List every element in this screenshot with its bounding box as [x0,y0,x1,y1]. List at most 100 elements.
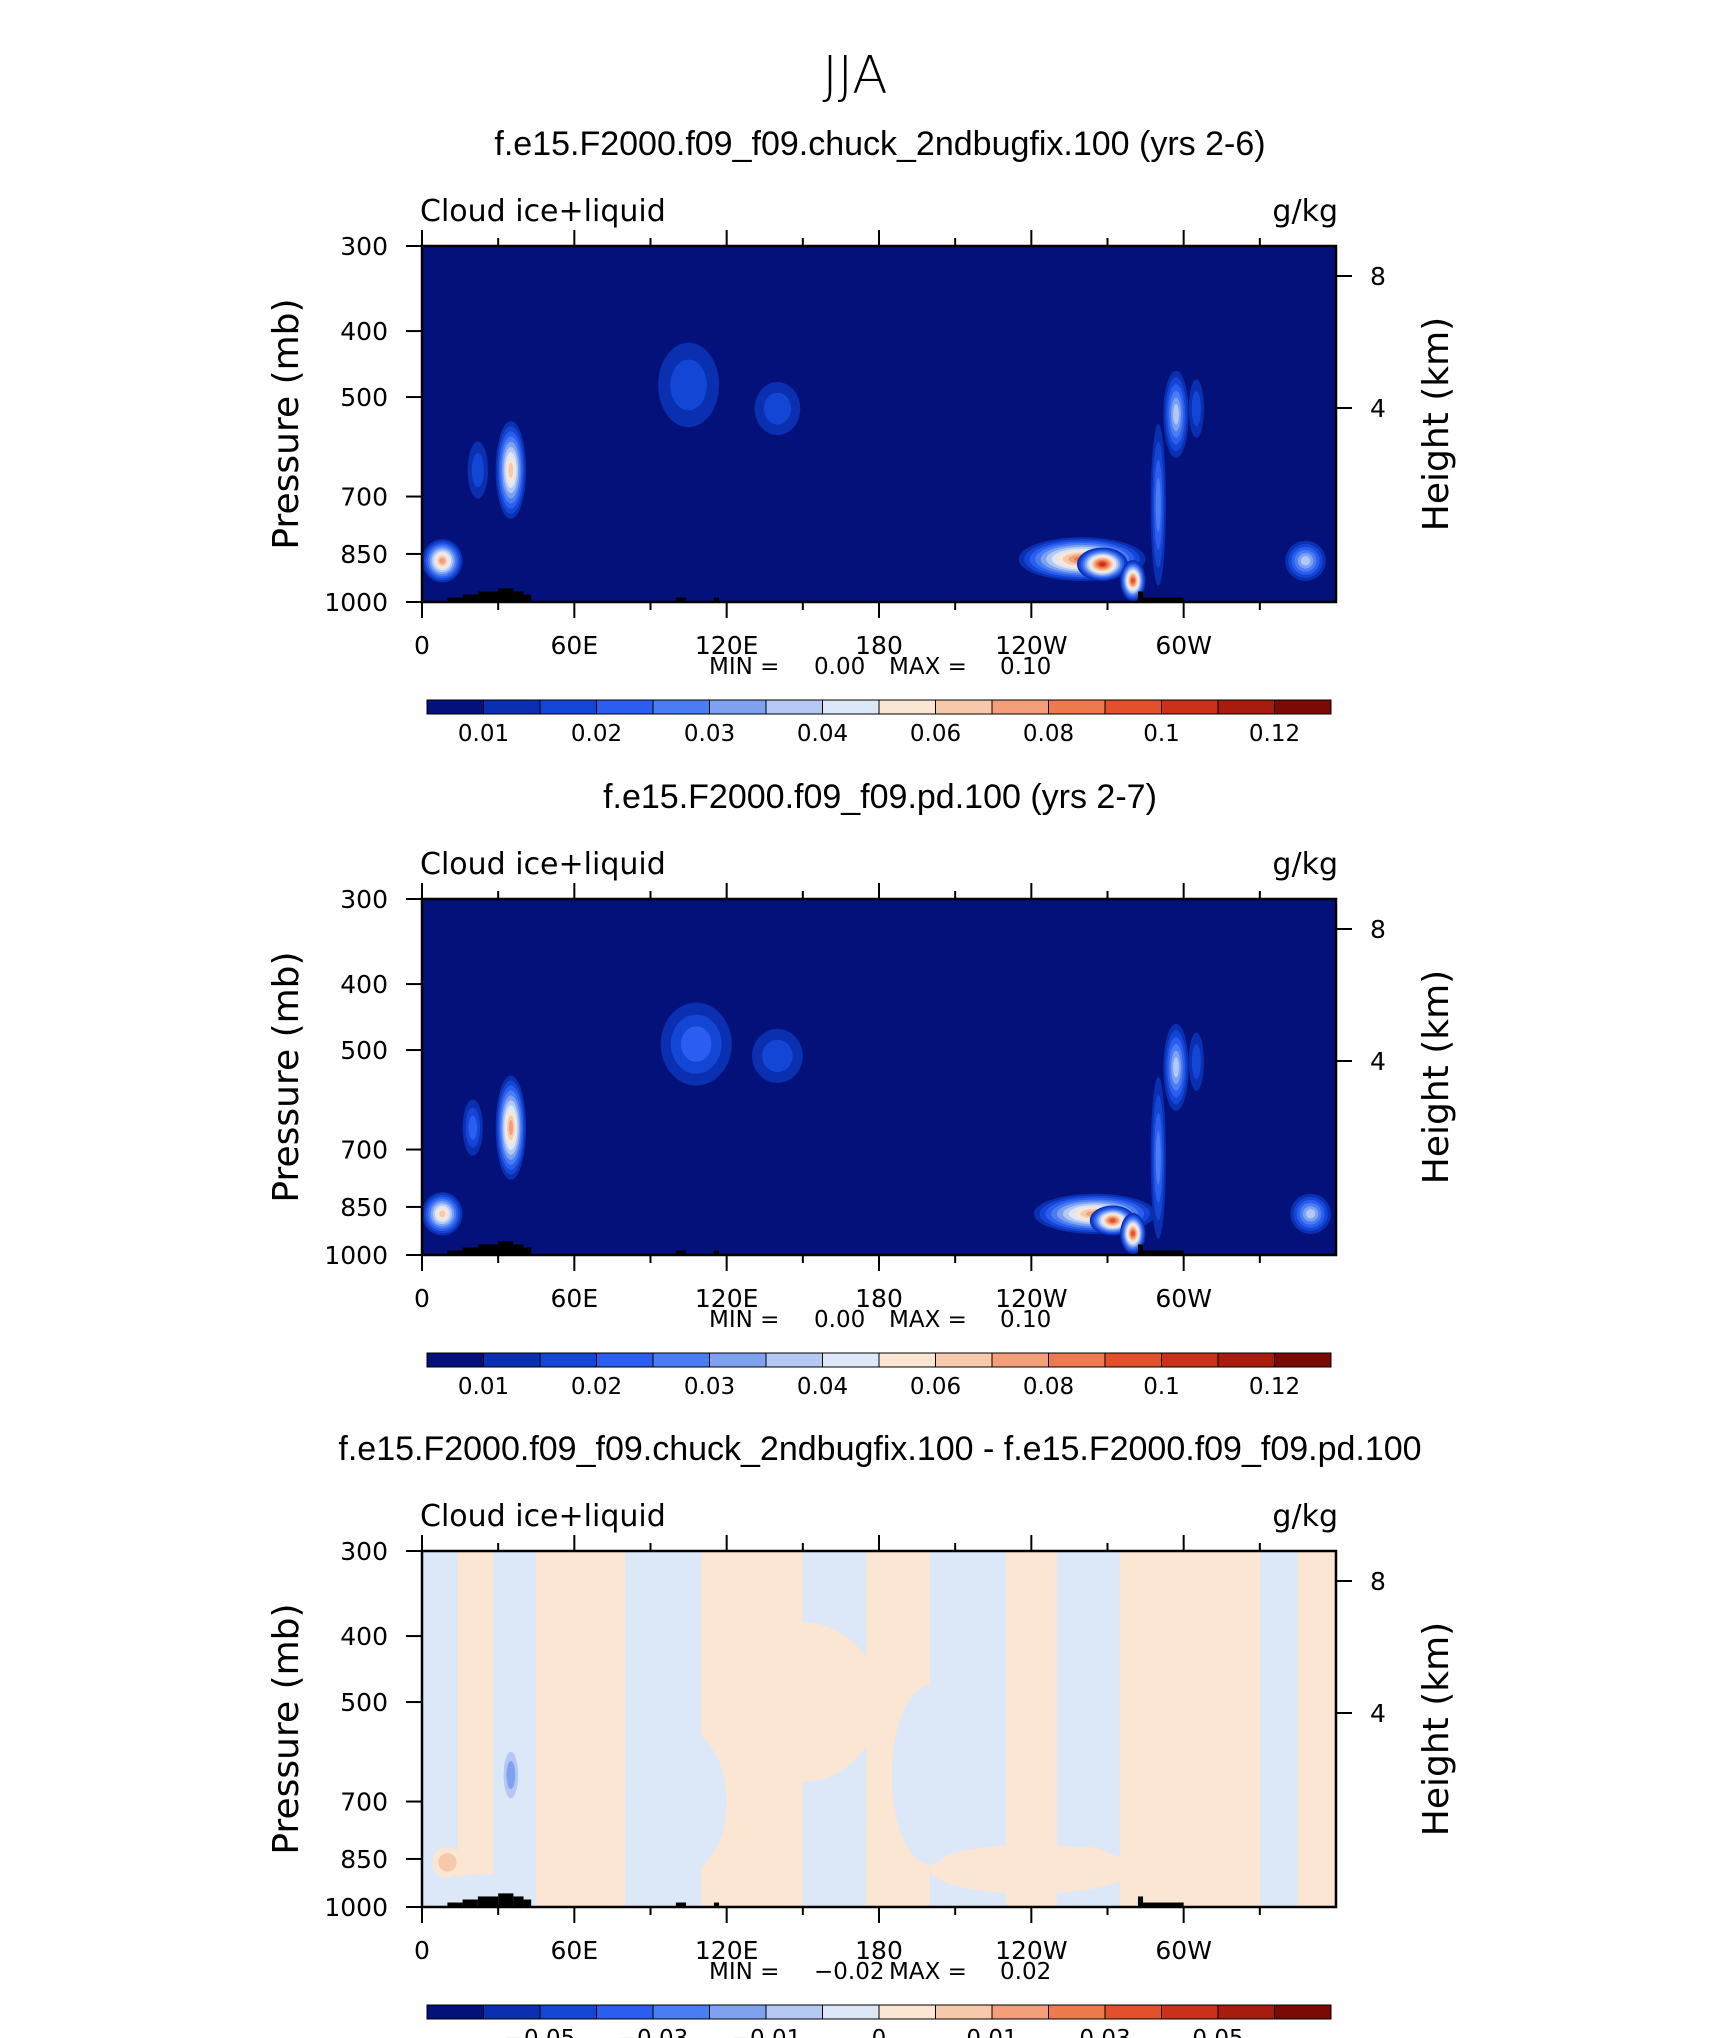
contour-level [1173,404,1179,425]
topography [513,1896,524,1907]
colorbar-label: 0.12 [1249,1374,1300,1400]
colorbar-swatch [483,699,541,715]
x-tick-label: 60E [551,1936,599,1965]
min-label: MIN = [709,1307,779,1333]
colorbar-swatch [1274,1352,1332,1368]
colorbar-swatch [652,2004,710,2020]
y-tick-label: 850 [340,1193,388,1222]
colorbar-swatch [652,1352,710,1368]
colorbar-swatch [1217,1352,1275,1368]
contour-level [762,1039,793,1073]
topography [462,594,478,602]
colorbar-label: 0.01 [458,1374,509,1400]
contour-level [625,1725,727,1878]
y-tick-label: 300 [340,1537,388,1566]
topography [713,1250,720,1255]
units-label: g/kg [1272,194,1338,229]
y-tick-label: 400 [340,970,388,999]
colorbar-swatch [765,1352,823,1368]
x-tick-label: 180 [855,1284,903,1313]
colorbar-swatch [426,1352,484,1368]
colorbar-swatch [539,1352,597,1368]
colorbar-swatch [822,2004,880,2020]
y-tick-label: 400 [340,1622,388,1651]
negative-band [493,1551,537,1907]
topography [462,1247,478,1255]
negative-band [1259,1551,1298,1907]
colorbar-label: 0.1 [1143,1374,1180,1400]
x-tick-label: 60W [1155,1936,1212,1965]
colorbar-swatch [596,1352,654,1368]
units-label: g/kg [1272,847,1338,882]
topography [523,594,532,602]
max-label: MAX = [889,654,967,680]
y-tick-label: 700 [340,483,388,512]
colorbar-label: 0.03 [684,1374,735,1400]
colorbar-swatch [1274,2004,1332,2020]
contour-level [1155,477,1161,532]
colorbar-label: −0.05 [505,2026,575,2038]
contour-level [1099,562,1106,567]
contour-level [1130,578,1135,584]
colorbar-label: −0.03 [618,2026,688,2038]
y-right-axis-title: Height (km) [1416,317,1457,531]
colorbar-swatch [1048,2004,1106,2020]
colorbar-swatch [709,1352,767,1368]
contour-level [471,452,484,488]
x-tick-label: 0 [414,1936,430,1965]
colorbar-swatch [878,1352,936,1368]
y-right-tick-label: 4 [1370,1047,1386,1076]
y-tick-label: 300 [340,885,388,914]
topography [523,1899,532,1907]
colorbar-swatch [652,699,710,715]
contour-level [508,462,514,478]
colorbar-swatch [539,699,597,715]
colorbar-swatch [935,2004,993,2020]
colorbar-label: 0.08 [1023,1374,1074,1400]
colorbar-swatch [1274,699,1332,715]
heatmap-field [422,1551,1336,1907]
colorbar-swatch [1161,2004,1219,2020]
y-tick-label: 1000 [324,1893,388,1922]
variable-label: Cloud ice+liquid [420,1499,666,1534]
colorbar-swatch [483,2004,541,2020]
y-tick-label: 500 [340,1036,388,1065]
topography [1143,1902,1184,1907]
min-value: −0.02 [814,1959,884,1985]
colorbar-label: 0.03 [1079,2026,1130,2038]
contour-level [1305,1209,1316,1219]
variable-label: Cloud ice+liquid [420,194,666,229]
topography [477,591,499,602]
colorbar-swatch [991,699,1049,715]
contour-level [468,1115,478,1140]
max-label: MAX = [889,1959,967,1985]
min-value: 0.00 [814,1307,865,1333]
topography [675,1902,687,1907]
contour-level [1130,1231,1135,1237]
colorbar-label: 0.02 [571,1374,622,1400]
colorbar-swatch [709,699,767,715]
topography [675,597,687,602]
contour-level [1173,1057,1179,1078]
heatmap-field [422,899,1336,1255]
topography [675,1250,687,1255]
topography [447,1902,463,1907]
y-right-tick-label: 8 [1370,1567,1386,1596]
topography [713,1902,720,1907]
colorbar-swatch [1048,1352,1106,1368]
colorbar-label: −0.01 [731,2026,801,2038]
colorbar-swatch [878,2004,936,2020]
panel-title: f.e15.F2000.f09_f09.chuck_2ndbugfix.100 … [494,125,1265,163]
colorbar-swatch [483,1352,541,1368]
contour-level [508,1120,514,1136]
x-tick-label: 0 [414,1284,430,1313]
topography [498,588,514,602]
colorbar-label: 0.06 [910,1374,961,1400]
x-tick-label: 120E [695,1936,759,1965]
contour-level [891,1685,968,1865]
contour-level [438,1853,457,1872]
x-tick-label: 60E [551,1284,599,1313]
colorbar-label: 0.02 [571,721,622,747]
contour-level [1158,1668,1260,1844]
